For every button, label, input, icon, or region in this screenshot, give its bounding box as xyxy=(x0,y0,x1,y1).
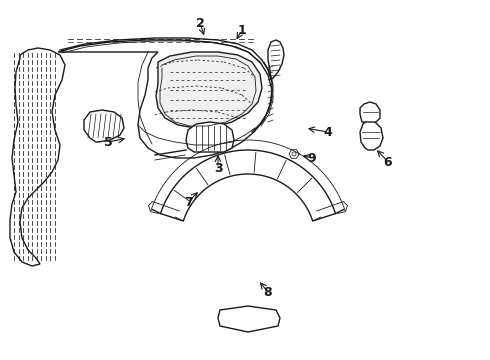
Text: 7: 7 xyxy=(184,195,193,208)
Polygon shape xyxy=(84,110,124,142)
Polygon shape xyxy=(186,122,234,152)
Text: 1: 1 xyxy=(238,23,246,36)
Polygon shape xyxy=(360,102,380,122)
Text: 2: 2 xyxy=(196,17,204,30)
Polygon shape xyxy=(10,48,65,266)
Polygon shape xyxy=(268,40,284,80)
Text: 3: 3 xyxy=(214,162,222,175)
Polygon shape xyxy=(218,306,280,332)
Text: 5: 5 xyxy=(103,135,112,149)
Text: 8: 8 xyxy=(264,285,272,298)
Polygon shape xyxy=(58,40,272,158)
Text: 4: 4 xyxy=(323,126,332,139)
Text: 6: 6 xyxy=(384,156,392,168)
Polygon shape xyxy=(360,120,383,150)
Polygon shape xyxy=(156,52,262,128)
Text: 9: 9 xyxy=(308,152,317,165)
Polygon shape xyxy=(161,150,336,221)
